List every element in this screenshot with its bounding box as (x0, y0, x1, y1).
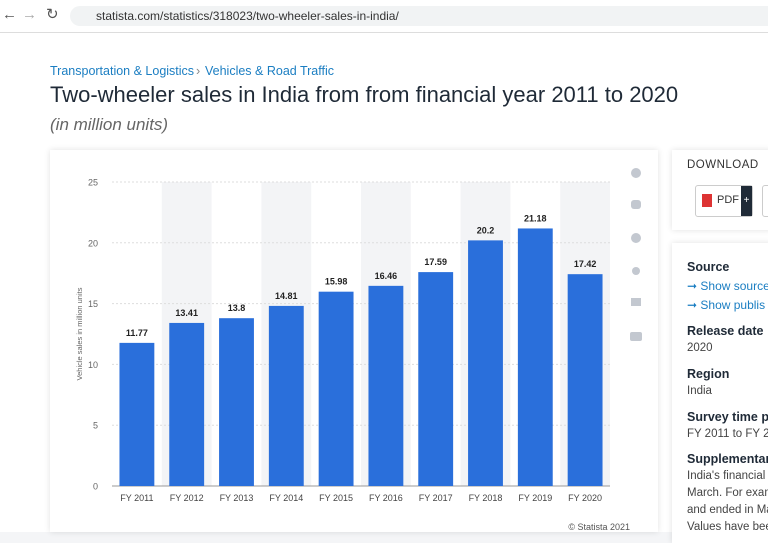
share-icon[interactable] (632, 267, 640, 275)
y-tick-label: 10 (88, 360, 98, 370)
pdf-button[interactable]: PDF + (695, 185, 753, 217)
pdf-label: PDF (717, 194, 739, 206)
address-bar[interactable]: statista.com/statistics/318023/two-wheel… (70, 6, 768, 26)
download-heading: DOWNLOAD (687, 159, 759, 171)
y-tick-label: 20 (88, 238, 98, 248)
link-text: Show publis (700, 298, 766, 312)
other-button[interactable] (762, 185, 768, 217)
y-tick-label: 15 (88, 299, 98, 309)
forward-button[interactable]: → (22, 6, 37, 23)
pdf-plus: + (741, 186, 752, 216)
value-label: 17.42 (574, 259, 597, 269)
supplementary-heading: Supplementar (687, 452, 768, 466)
release-heading: Release date (687, 324, 764, 338)
browser-bar: ← → ↻ statista.com/statistics/318023/two… (0, 0, 768, 33)
pdf-icon (702, 194, 712, 207)
page-subtitle: (in million units) (50, 115, 169, 134)
chart: 0 5 10 15 20 25 Vehicle sales in million units… (75, 178, 630, 533)
x-tick-label: FY 2011 (120, 493, 153, 503)
value-label: 16.46 (375, 271, 398, 281)
reload-button[interactable]: ↻ (46, 6, 59, 23)
url: statista.com/statistics/318023/two-wheel… (96, 9, 399, 23)
bar (517, 228, 553, 486)
settings-icon[interactable] (631, 233, 641, 243)
supplementary-line: March. For exam (687, 487, 768, 499)
cite-icon[interactable] (631, 298, 641, 306)
x-tick-label: FY 2015 (319, 493, 353, 503)
region-heading: Region (687, 367, 730, 381)
breadcrumb-separator: › (196, 64, 201, 78)
bar (368, 285, 404, 486)
x-tick-label: FY 2019 (518, 493, 552, 503)
value-label: 14.81 (275, 291, 298, 301)
supplementary-line: Values have bee (687, 521, 768, 533)
value-label: 11.77 (126, 328, 148, 338)
info-panel: Source ➞ Show source ➞ Show publis Relea… (672, 243, 768, 543)
chart-card: 0 5 10 15 20 25 Vehicle sales in million units… (50, 150, 658, 532)
supplementary-line: India's financial y (687, 470, 768, 482)
value-label: 20.2 (477, 225, 495, 235)
bar (119, 342, 155, 486)
bar (268, 305, 304, 486)
region-value: India (687, 385, 712, 397)
survey-value: FY 2011 to FY 202 (687, 428, 768, 440)
source-link[interactable]: ➞ Show source (687, 279, 768, 293)
bar (468, 240, 503, 486)
favorite-icon[interactable] (631, 168, 641, 178)
link-text: Show source (700, 279, 768, 293)
value-label: 21.18 (524, 213, 547, 223)
page-title: Two-wheeler sales in India from from fin… (50, 82, 679, 107)
value-label: 17.59 (424, 257, 447, 267)
bar (318, 291, 354, 486)
download-panel: DOWNLOAD PDF + (672, 150, 768, 230)
chart-tools (630, 168, 642, 341)
x-tick-label: FY 2014 (269, 493, 303, 503)
credit: © Statista 2021 (568, 522, 630, 532)
print-icon[interactable] (630, 332, 642, 341)
y-tick-label: 5 (93, 421, 98, 431)
x-tick-label: FY 2017 (419, 493, 453, 503)
bar (169, 322, 205, 486)
notify-icon[interactable] (631, 200, 641, 209)
x-tick-label: FY 2020 (568, 493, 602, 503)
y-axis-label: Vehicle sales in million units (75, 287, 84, 380)
survey-heading: Survey time p (687, 410, 768, 424)
y-tick-label: 25 (88, 178, 98, 188)
back-button[interactable]: ← (2, 6, 17, 23)
bar (418, 272, 454, 486)
publisher-link[interactable]: ➞ Show publis (687, 298, 766, 312)
x-tick-label: FY 2012 (170, 493, 204, 503)
supplementary-line: and ended in Ma (687, 504, 768, 516)
x-tick-label: FY 2013 (220, 493, 254, 503)
bar (567, 274, 603, 486)
breadcrumb-link[interactable]: Transportation & Logistics (50, 64, 195, 78)
x-tick-label: FY 2018 (469, 493, 503, 503)
y-tick-label: 0 (93, 482, 98, 492)
bar (219, 318, 254, 486)
source-heading: Source (687, 260, 730, 274)
release-value: 2020 (687, 342, 713, 354)
value-label: 15.98 (325, 277, 348, 287)
value-label: 13.41 (175, 308, 198, 318)
breadcrumb-link[interactable]: Vehicles & Road Traffic (205, 64, 335, 78)
value-label: 13.8 (228, 303, 246, 313)
x-tick-label: FY 2016 (369, 493, 403, 503)
